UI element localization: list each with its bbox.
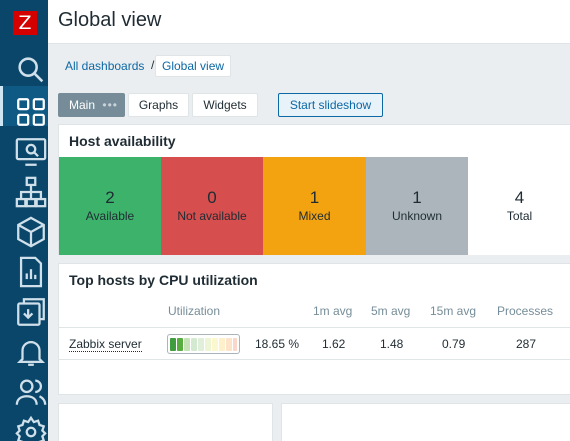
availability-unknown[interactable]: 1 Unknown: [366, 157, 468, 255]
start-slideshow-button[interactable]: Start slideshow: [278, 93, 383, 117]
breadcrumb-current[interactable]: Global view: [155, 55, 232, 77]
avg-1m-value: 1.62: [322, 337, 346, 351]
mixed-label: Mixed: [298, 209, 331, 223]
host-availability-widget: Host availability 2 Available 0 Not avai…: [58, 124, 570, 255]
breadcrumb-separator: /: [151, 58, 155, 72]
top-hosts-title: Top hosts by CPU utilization: [69, 272, 258, 288]
alerts-bell-icon[interactable]: [0, 326, 48, 366]
column-5m-avg[interactable]: 5m avg: [371, 304, 411, 318]
availability-available[interactable]: 2 Available: [59, 157, 161, 255]
users-icon[interactable]: [0, 366, 48, 406]
administration-gear-icon[interactable]: [0, 406, 48, 441]
not-available-count: 0: [207, 188, 217, 207]
reports-icon[interactable]: [0, 246, 48, 288]
host-availability-title: Host availability: [69, 133, 176, 149]
page-title: Global view: [58, 9, 162, 31]
tab-main-label: Main: [69, 98, 96, 112]
widget-placeholder-left: [58, 403, 273, 441]
available-label: Available: [85, 209, 135, 223]
column-1m-avg[interactable]: 1m avg: [313, 304, 353, 318]
tab-options-icon[interactable]: •••: [102, 98, 118, 112]
data-collection-icon[interactable]: [0, 286, 48, 326]
availability-mixed[interactable]: 1 Mixed: [263, 157, 366, 255]
tab-graphs[interactable]: Graphs: [128, 93, 189, 117]
total-label: Total: [506, 209, 533, 223]
inventory-box-icon[interactable]: [0, 206, 48, 248]
network-icon[interactable]: [0, 166, 48, 208]
not-available-label: Not available: [177, 209, 247, 223]
monitoring-icon[interactable]: [0, 126, 48, 166]
widget-placeholder-right: [281, 403, 570, 441]
available-count: 2: [105, 188, 115, 207]
host-name-link[interactable]: Zabbix server: [69, 337, 142, 352]
availability-total[interactable]: 4 Total: [468, 157, 570, 255]
dashboard-icon[interactable]: [0, 86, 48, 126]
total-count: 4: [514, 188, 525, 207]
sidebar: Z: [0, 0, 48, 441]
avg-15m-value: 0.79: [442, 337, 466, 351]
page-header: Global view: [48, 0, 570, 44]
mixed-count: 1: [309, 188, 320, 207]
unknown-label: Unknown: [391, 209, 443, 223]
top-hosts-widget: Top hosts by CPU utilization Utilization…: [58, 263, 570, 395]
host-name[interactable]: Zabbix server: [69, 337, 142, 352]
unknown-count: 1: [412, 188, 422, 207]
search-icon[interactable]: [0, 44, 48, 84]
availability-not-available[interactable]: 0 Not available: [161, 157, 263, 255]
column-processes[interactable]: Processes: [497, 304, 554, 318]
column-15m-avg[interactable]: 15m avg: [430, 304, 477, 318]
processes-value: 287: [516, 337, 537, 351]
avg-5m-value: 1.48: [380, 337, 404, 351]
zabbix-logo[interactable]: Z: [13, 11, 37, 35]
tab-main[interactable]: Main •••: [58, 93, 125, 117]
utilization-bar: [167, 334, 240, 354]
utilization-value: 18.65 %: [255, 337, 300, 351]
column-utilization[interactable]: Utilization: [168, 304, 221, 318]
tab-widgets[interactable]: Widgets: [192, 93, 258, 117]
table-row: Zabbix server 18.65 % 1.62 1.48 0.79 287: [59, 327, 570, 360]
breadcrumb-all-dashboards[interactable]: All dashboards: [65, 59, 145, 73]
